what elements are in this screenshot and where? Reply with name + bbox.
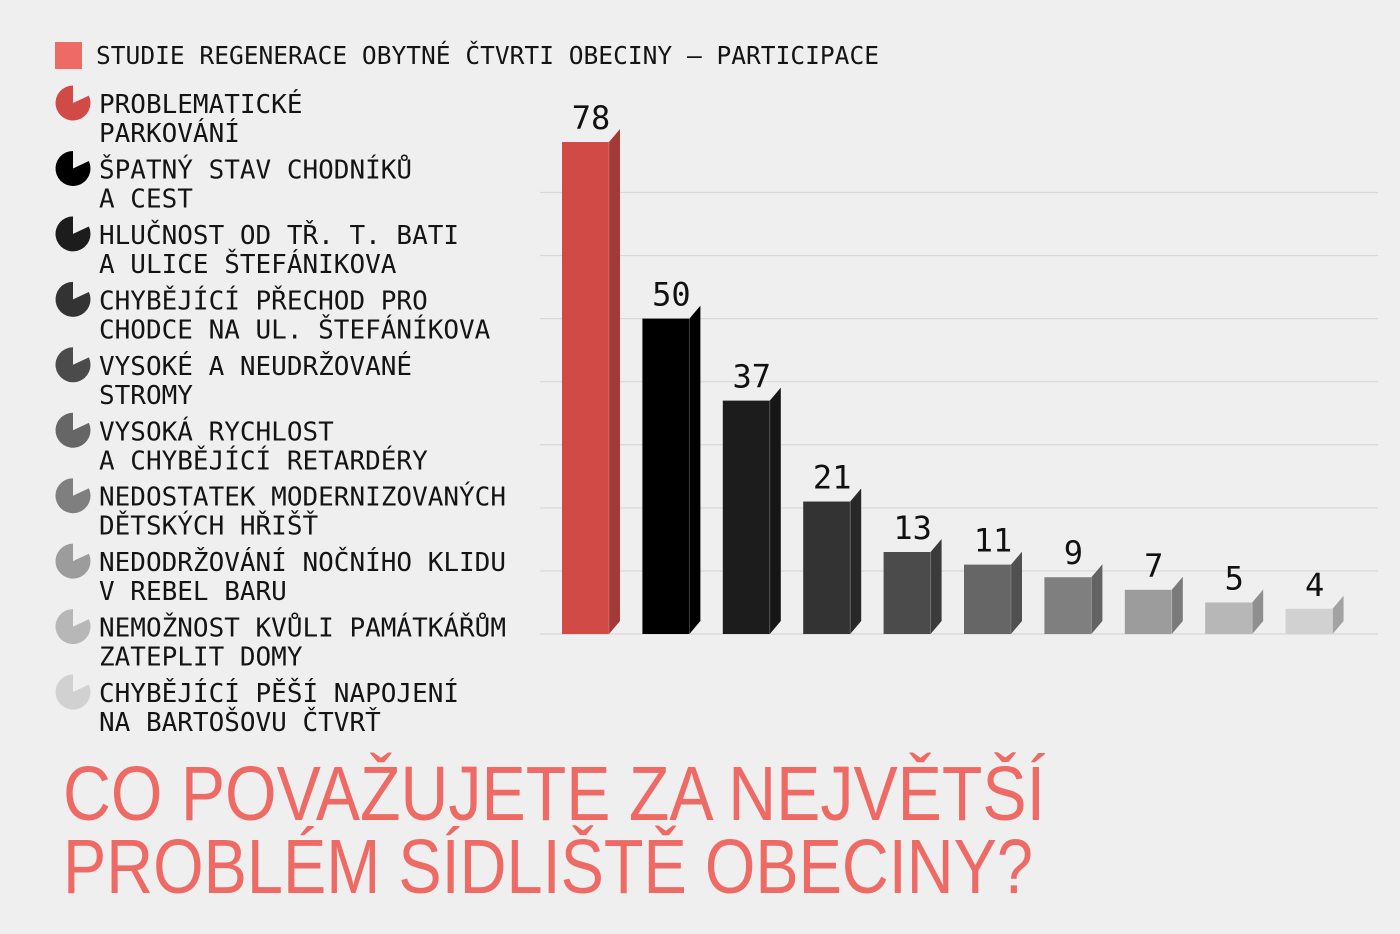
- series-legend: STUDIE REGENERACE OBYTNÉ ČTVRTI OBECINY …: [55, 40, 879, 70]
- legend-label-line: STROMY: [99, 381, 193, 411]
- legend-label-line: CHYBĚJÍCÍ PĚŠÍ NAPOJENÍ: [99, 677, 459, 709]
- bar-front: [1285, 608, 1333, 634]
- legend-label-line: CHODCE NA UL. ŠTEFÁNÍKOVA: [99, 313, 491, 345]
- legend-label-line: VYSOKÁ RYCHLOST: [99, 415, 334, 447]
- legend-item: HLUČNOST OD TŘ. T. BATI A ULICE ŠTEFÁNIKO…: [55, 216, 459, 280]
- legend-label-line: NEDODRŽOVÁNÍ NOČNÍHO KLIDU: [99, 546, 506, 578]
- legend-item: VYSOKÉ A NEUDRŽOVANÉ STROMY: [55, 347, 412, 411]
- bar-front: [722, 400, 770, 634]
- bar-front: [883, 552, 931, 634]
- legend-label: ŠPATNÝ STAV CHODNÍKŮ A CEST: [99, 153, 412, 214]
- legend-label: PROBLEMATICKÉ PARKOVÁNÍ: [99, 88, 303, 149]
- bar-front: [803, 501, 851, 634]
- series-label: STUDIE REGENERACE OBYTNÉ ČTVRTI OBECINY …: [96, 40, 879, 70]
- pie-chart-icon: [55, 609, 91, 645]
- bar-side: [1252, 589, 1264, 634]
- bar-front: [642, 318, 690, 634]
- legend-label-line: VYSOKÉ A NEUDRŽOVANÉ: [99, 350, 412, 382]
- legend-label-line: V REBEL BARU: [99, 577, 287, 607]
- bar-value-label: 37: [733, 358, 772, 396]
- pie-chart-icon: [55, 478, 91, 514]
- legend-label-line: DĚTSKÝCH HŘIŠŤ: [99, 510, 318, 542]
- legend-label-line: NEMOŽNOST KVŮLI PAMÁTKÁŘŮM: [99, 612, 506, 644]
- legend-label-line: CHYBĚJÍCÍ PŘECHOD PRO: [99, 284, 428, 316]
- legend-item: NEDODRŽOVÁNÍ NOČNÍHO KLIDU V REBEL BARU: [55, 543, 506, 607]
- legend-item: VYSOKÁ RYCHLOST A CHYBĚJÍCÍ RETARDÉRY: [55, 412, 428, 476]
- bar: 50: [642, 276, 701, 634]
- legend-label-line: PROBLEMATICKÉ: [99, 88, 303, 120]
- bars: 78 50 37 21 13 11 9 7 5 4: [562, 99, 1344, 634]
- bar: 5: [1205, 559, 1264, 634]
- bar-value-label: 50: [652, 276, 691, 314]
- bar-value-label: 13: [893, 509, 932, 547]
- chart-title: CO POVAŽUJETE ZA NEJVĚTŠÍ PROBLÉM SÍDLIŠ…: [63, 751, 1046, 910]
- bar: 37: [722, 358, 781, 634]
- legend-label: VYSOKÉ A NEUDRŽOVANÉ STROMY: [99, 350, 412, 411]
- legend-label-line: ZATEPLIT DOMY: [99, 643, 303, 673]
- bar-value-label: 78: [572, 99, 611, 137]
- bar-value-label: 5: [1225, 559, 1244, 597]
- legend-item: ŠPATNÝ STAV CHODNÍKŮ A CEST: [55, 150, 412, 214]
- legend-item: PROBLEMATICKÉ PARKOVÁNÍ: [55, 85, 303, 149]
- legend-item: NEDOSTATEK MODERNIZOVANÝCH DĚTSKÝCH HŘIŠŤ: [55, 478, 506, 542]
- legend-label: CHYBĚJÍCÍ PŘECHOD PRO CHODCE NA UL. ŠTEFÁ…: [99, 284, 491, 345]
- legend-label: NEDODRŽOVÁNÍ NOČNÍHO KLIDU V REBEL BARU: [99, 546, 506, 607]
- legend-label-line: A CHYBĚJÍCÍ RETARDÉRY: [99, 444, 428, 476]
- bar-front: [1124, 589, 1172, 634]
- legend-label-line: HLUČNOST OD TŘ. T. BATI: [99, 219, 459, 251]
- bar: 13: [883, 509, 942, 634]
- pie-chart-icon: [55, 347, 91, 383]
- chart-title-line: CO POVAŽUJETE ZA NEJVĚTŠÍ: [63, 751, 1046, 837]
- pie-chart-icon: [55, 216, 91, 252]
- bar: 78: [562, 99, 620, 634]
- legend-item: CHYBĚJÍCÍ PĚŠÍ NAPOJENÍ NA BARTOŠOVU ČTVR…: [55, 674, 459, 738]
- legend-label-line: NEDOSTATEK MODERNIZOVANÝCH: [99, 481, 506, 513]
- bar: 21: [803, 459, 862, 634]
- bar: 7: [1124, 547, 1183, 634]
- pie-chart-icon: [55, 281, 91, 317]
- bar-value-label: 7: [1144, 547, 1163, 585]
- legend-label-line: NA BARTOŠOVU ČTVRŤ: [99, 706, 381, 738]
- bar-side: [930, 539, 942, 634]
- legend-label: NEDOSTATEK MODERNIZOVANÝCH DĚTSKÝCH HŘIŠŤ: [99, 481, 506, 542]
- bar-value-label: 9: [1064, 534, 1083, 572]
- bar-side: [1332, 595, 1344, 634]
- bar-side: [850, 488, 862, 634]
- bar-front: [1044, 577, 1092, 634]
- bar-value-label: 4: [1305, 566, 1324, 604]
- bar-side: [1011, 551, 1022, 634]
- bar: 4: [1285, 566, 1344, 634]
- pie-chart-icon: [55, 412, 91, 448]
- pie-chart-icon: [55, 543, 91, 579]
- bar-front: [964, 564, 1011, 634]
- legend-label-line: PARKOVÁNÍ: [99, 117, 240, 149]
- bar-side: [1091, 564, 1103, 634]
- chart-title-line: PROBLÉM SÍDLIŠTĚ OBECINY?: [63, 824, 1033, 910]
- legend-label: NEMOŽNOST KVŮLI PAMÁTKÁŘŮM ZATEPLIT DOMY: [99, 612, 506, 673]
- legend-label-line: ŠPATNÝ STAV CHODNÍKŮ: [99, 153, 412, 185]
- bar-side: [609, 129, 620, 634]
- legend-label-line: A ULICE ŠTEFÁNIKOVA: [99, 248, 397, 280]
- bar: 11: [964, 522, 1022, 634]
- bar: 9: [1044, 534, 1103, 634]
- series-swatch: [55, 42, 82, 69]
- legend-label: HLUČNOST OD TŘ. T. BATI A ULICE ŠTEFÁNIKO…: [99, 219, 459, 280]
- legend-label-line: A CEST: [99, 184, 193, 214]
- bar-front: [1205, 602, 1253, 634]
- bar-front: [562, 142, 609, 634]
- legend-label: CHYBĚJÍCÍ PĚŠÍ NAPOJENÍ NA BARTOŠOVU ČTVR…: [99, 677, 459, 738]
- pie-chart-icon: [55, 150, 91, 186]
- bar-value-label: 21: [813, 459, 852, 497]
- legend-label: VYSOKÁ RYCHLOST A CHYBĚJÍCÍ RETARDÉRY: [99, 415, 428, 476]
- pie-chart-icon: [55, 85, 91, 121]
- pie-chart-icon: [55, 674, 91, 710]
- bar-side: [769, 387, 781, 634]
- legend-item: NEMOŽNOST KVŮLI PAMÁTKÁŘŮM ZATEPLIT DOMY: [55, 609, 506, 673]
- legend-item: CHYBĚJÍCÍ PŘECHOD PRO CHODCE NA UL. ŠTEFÁ…: [55, 281, 491, 345]
- bar-side: [689, 305, 701, 634]
- bar-side: [1171, 576, 1183, 634]
- bar-value-label: 11: [974, 522, 1013, 560]
